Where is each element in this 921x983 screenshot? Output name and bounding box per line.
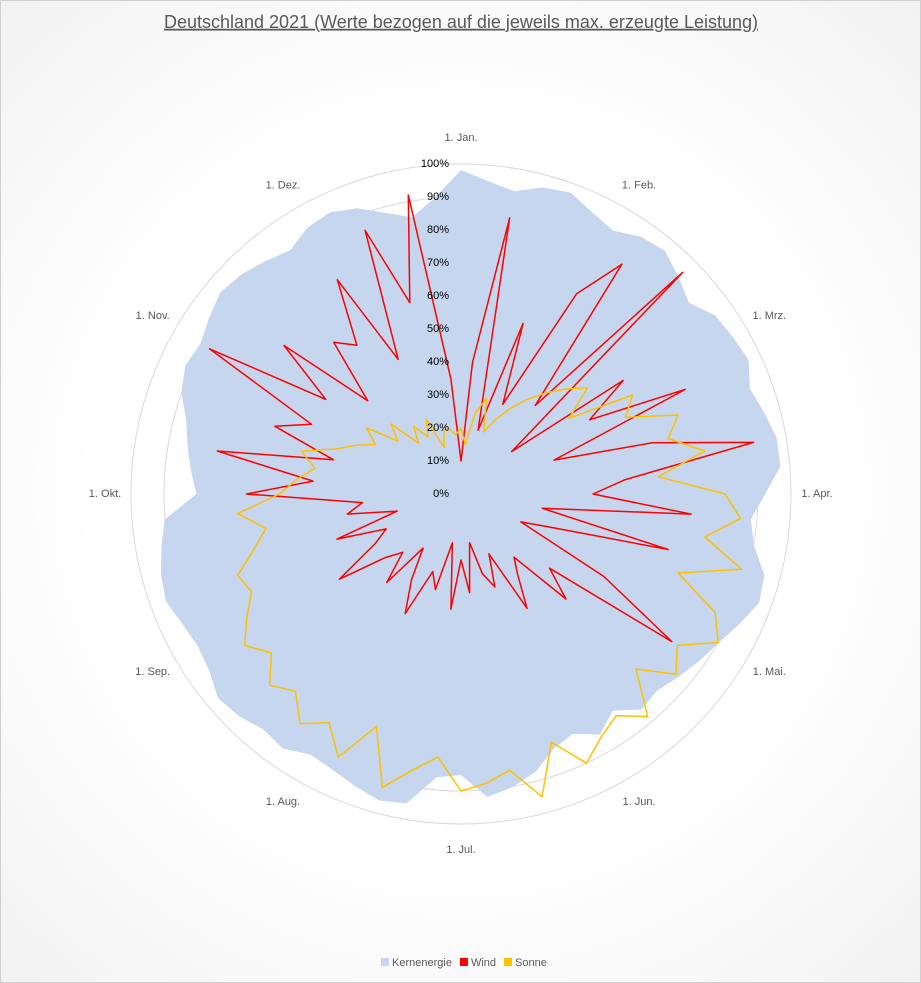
r-tick-label: 30% [427,389,449,401]
category-label: 1. Jan. [444,132,477,144]
r-tick-label: 50% [427,323,449,335]
category-label: 1. Aug. [266,796,300,808]
category-label: 1. Feb. [622,180,656,192]
category-label: 1. Jul. [446,844,475,856]
r-tick-label: 10% [427,455,449,467]
category-label: 1. Jun. [622,796,655,808]
labels: 0% 10% 20% 30% 40% 50% 60% 70% 80% 90% 100% 1. Jan.… [89,132,833,856]
legend-label: Sonne [515,957,547,969]
r-tick-label: 40% [427,356,449,368]
category-label: 1. Dez. [266,180,301,192]
r-tick-label: 90% [427,191,449,203]
r-tick-label: 70% [427,257,449,269]
category-label: 1. Mrz. [752,310,786,322]
legend-swatch [381,958,389,966]
category-label: 1. Okt. [89,488,121,500]
legend-swatch [459,958,468,966]
legend-label: Wind [471,957,496,969]
category-label: 1. Sep. [135,666,170,678]
category-label: 1. Apr. [801,488,832,500]
legend-label: Kernenergie [392,957,452,969]
grid-ring [130,163,792,825]
category-label: 1. Nov. [136,310,170,322]
r-tick-label: 80% [427,224,449,236]
r-tick-label: 0% [433,488,449,500]
area [160,170,781,804]
plot-area [160,170,781,804]
legend-swatch [504,958,512,966]
chart-title: Deutschland 2021 (Werte bezogen auf die … [164,12,758,32]
line [208,194,755,643]
legend: Kernenergie Wind Sonne [381,957,547,969]
r-tick-label: 60% [427,290,449,302]
category-label: 1. Mai. [753,666,786,678]
line [236,387,743,798]
r-tick-label: 100% [421,158,449,170]
r-tick-label: 20% [427,422,449,434]
